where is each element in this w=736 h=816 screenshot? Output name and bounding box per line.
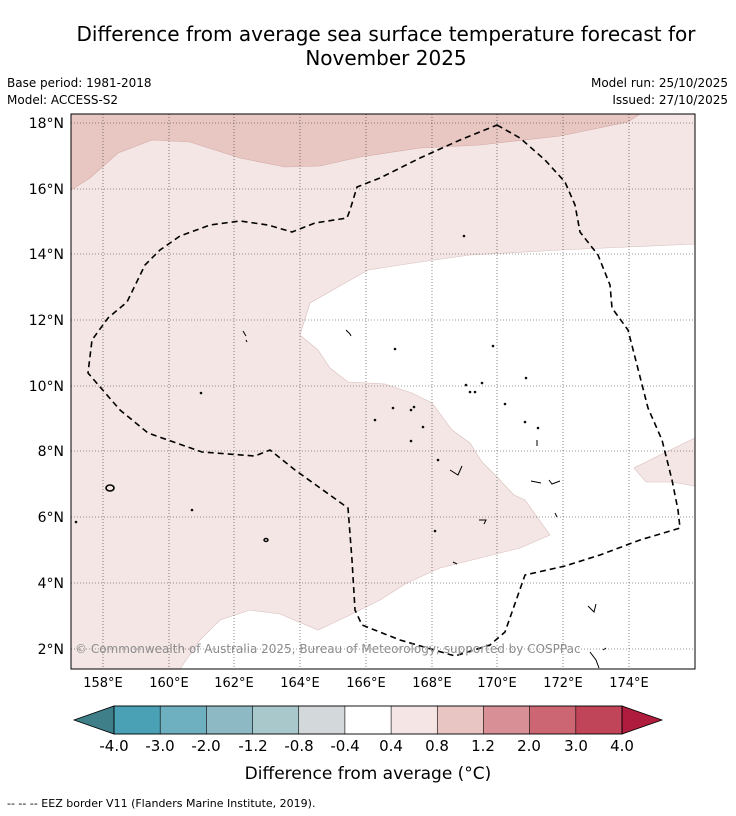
islands (74, 234, 607, 669)
colorbar-segment (252, 705, 300, 735)
colorbar-segment (159, 705, 207, 735)
lat-label: 2°N (38, 642, 64, 658)
colorbar-extend-high (621, 705, 664, 735)
colorbar-segment (575, 705, 623, 735)
colorbar-segment (113, 705, 161, 735)
lon-label: 170°E (477, 676, 517, 691)
map-panel: © Commonwealth of Australia 2025, Bureau… (70, 113, 696, 670)
colorbar-frame (113, 705, 623, 735)
colorbar-tick-label: 3.0 (564, 737, 588, 755)
lon-label: 174°E (609, 676, 649, 691)
colorbar-tick-label: 0.8 (425, 737, 449, 755)
lat-label: 10°N (29, 379, 64, 395)
colorbar-segment (206, 705, 254, 735)
meta-left: Base period: 1981-2018 Model: ACCESS-S2 (7, 75, 152, 109)
colorbar-tick-label: 4.0 (610, 737, 634, 755)
chart-title: Difference from average sea surface temp… (0, 22, 736, 70)
lat-axis-labels: 18°N 16°N 14°N 12°N 10°N 8°N 6°N 4°N 2°N (29, 116, 64, 658)
lat-label: 4°N (38, 576, 64, 592)
colorbar-tick-label: 0.4 (379, 737, 403, 755)
colorbar-tick-label: -4.0 (99, 737, 128, 755)
lon-label: 172°E (543, 676, 583, 691)
map-frame (70, 113, 696, 670)
lat-label: 12°N (29, 313, 64, 329)
colorbar-segment (483, 705, 531, 735)
lon-axis-labels: 158°E 160°E 162°E 164°E 166°E 168°E 170°… (83, 676, 649, 691)
lat-label: 6°N (38, 510, 64, 526)
eez-border (87, 124, 681, 657)
lat-label: 18°N (29, 116, 64, 132)
colorbar-segment (298, 705, 346, 735)
lon-label: 162°E (214, 676, 254, 691)
anomaly-fill-warm (70, 113, 641, 191)
lon-label: 158°E (83, 676, 123, 691)
lon-label: 168°E (412, 676, 452, 691)
meta-right: Model run: 25/10/2025 Issued: 27/10/2025 (591, 75, 728, 109)
title-line-1: Difference from average sea surface temp… (76, 22, 696, 46)
colorbar-tick-label: -2.0 (191, 737, 220, 755)
colorbar-segment (390, 705, 438, 735)
lon-label: 160°E (149, 676, 189, 691)
colorbar: -4.0 -3.0 -2.0 -1.2 -0.8 -0.4 0.4 0.8 1.… (72, 705, 664, 755)
colorbar-tick-label: -1.2 (238, 737, 267, 755)
title-line-2: November 2025 (305, 46, 467, 70)
lat-label: 8°N (38, 444, 64, 460)
lon-label: 166°E (346, 676, 386, 691)
gridlines (71, 114, 695, 669)
model-run-text: Model run: 25/10/2025 (590, 76, 728, 90)
colorbar-ticks: -4.0 -3.0 -2.0 -1.2 -0.8 -0.4 0.4 0.8 1.… (99, 737, 634, 755)
base-period-text: Base period: 1981-2018 (7, 76, 152, 90)
colorbar-segments (72, 705, 664, 735)
lat-label: 14°N (29, 247, 64, 263)
issued-text: Issued: 27/10/2025 (612, 93, 728, 107)
copyright-credit: © Commonwealth of Australia 2025, Bureau… (75, 642, 581, 656)
colorbar-segment (529, 705, 577, 735)
anomaly-fill-light (70, 113, 696, 670)
colorbar-tick-label: 2.0 (517, 737, 541, 755)
model-text: Model: ACCESS-S2 (7, 93, 119, 107)
colorbar-segment (344, 705, 392, 735)
lat-label: 16°N (29, 182, 64, 198)
lon-label: 164°E (280, 676, 320, 691)
colorbar-extend-low (72, 705, 115, 735)
colorbar-tick-label: -3.0 (145, 737, 174, 755)
eez-legend-note: -- -- -- EEZ border V11 (Flanders Marine… (7, 797, 316, 810)
colorbar-tick-label: 1.2 (471, 737, 495, 755)
colorbar-title: Difference from average (°C) (244, 764, 492, 784)
colorbar-segment (436, 705, 485, 735)
colorbar-tick-label: -0.4 (330, 737, 359, 755)
colorbar-tick-label: -0.8 (284, 737, 313, 755)
